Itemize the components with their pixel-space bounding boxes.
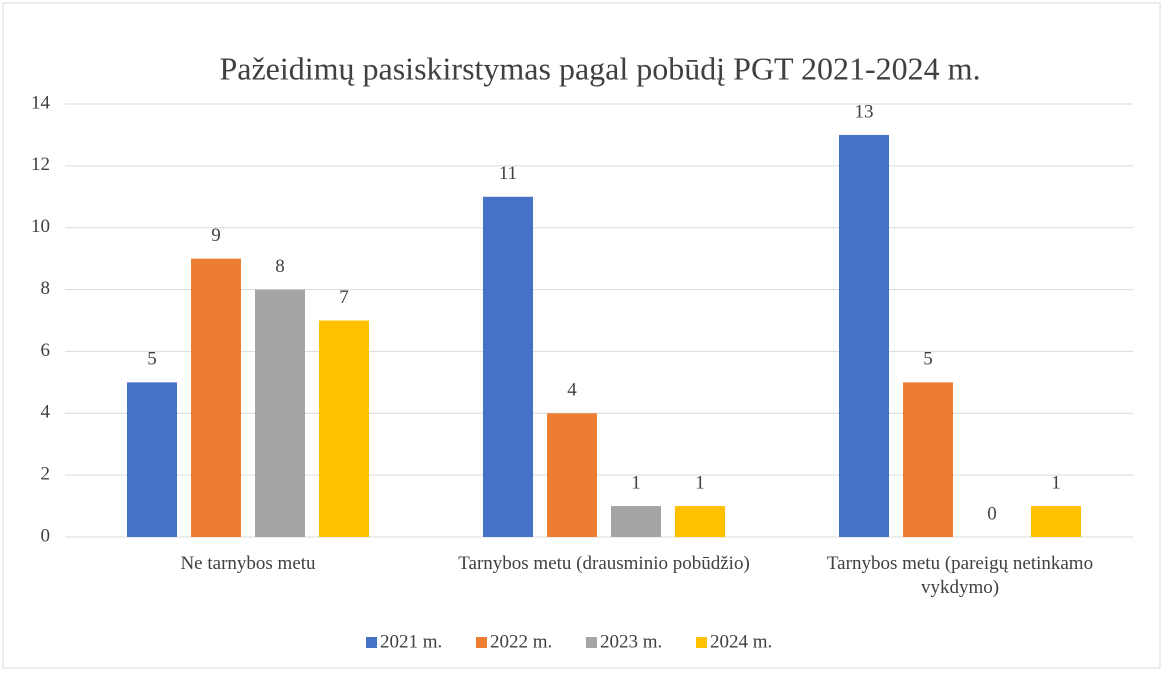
y-tick-label: 2 (41, 464, 51, 485)
bar (839, 134, 889, 537)
bar (127, 382, 177, 537)
legend-label: 2024 m. (710, 631, 772, 652)
data-label: 0 (987, 503, 997, 524)
data-label: 1 (631, 472, 641, 493)
data-label: 4 (567, 380, 577, 401)
data-label: 5 (147, 349, 157, 370)
data-label: 13 (855, 101, 874, 122)
data-label: 11 (499, 163, 517, 184)
y-tick-label: 8 (41, 278, 51, 299)
legend-label: 2023 m. (600, 631, 662, 652)
bar (255, 289, 305, 537)
data-label: 1 (1051, 472, 1061, 493)
bar (675, 506, 725, 537)
legend-swatch (586, 637, 597, 648)
bar (319, 320, 369, 537)
data-label: 8 (275, 256, 285, 277)
y-tick-label: 10 (31, 216, 50, 237)
x-tick-label: Ne tarnybos metu (180, 553, 316, 574)
data-label: 7 (339, 287, 349, 308)
legend-label: 2022 m. (490, 631, 552, 652)
bar (1031, 506, 1081, 537)
x-tick-label: Tarnybos metu (pareigų netinkamo vykdymo… (826, 553, 1094, 598)
legend-swatch (366, 637, 377, 648)
data-label: 1 (695, 472, 705, 493)
y-tick-label: 14 (31, 92, 51, 113)
y-tick-label: 6 (41, 340, 51, 361)
bar (547, 413, 597, 537)
y-tick-label: 4 (41, 402, 51, 423)
data-label: 9 (211, 225, 221, 246)
bar (611, 506, 661, 537)
legend-swatch (696, 637, 707, 648)
bar (483, 196, 533, 538)
legend-label: 2021 m. (380, 631, 442, 652)
bar (903, 382, 953, 537)
chart-title: Pažeidimų pasiskirstymas pagal pobūdį PG… (219, 50, 980, 86)
y-tick-label: 12 (31, 154, 50, 175)
y-tick-label: 0 (41, 525, 51, 546)
bar (191, 258, 241, 537)
legend-swatch (476, 637, 487, 648)
x-tick-label: Tarnybos metu (drausminio pobūdžio) (458, 553, 750, 574)
data-label: 5 (923, 349, 933, 370)
